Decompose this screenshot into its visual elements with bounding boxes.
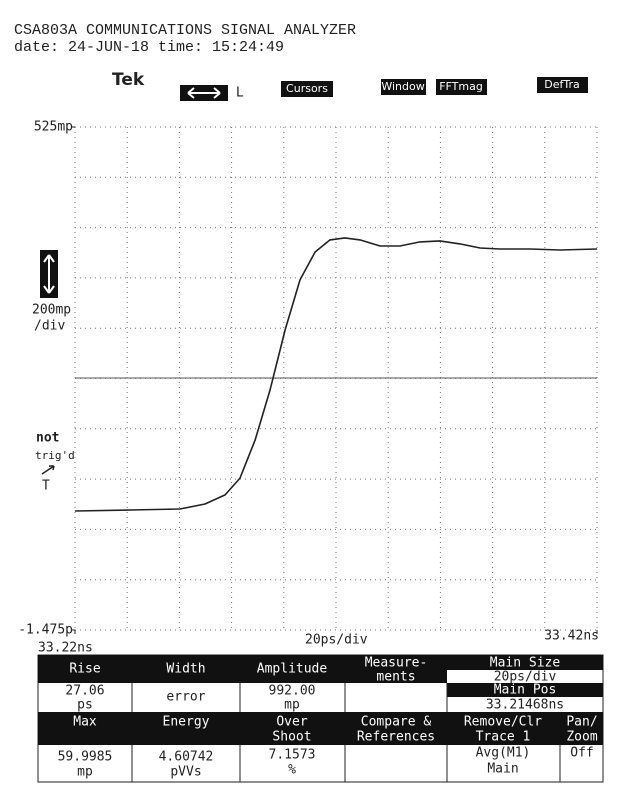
button[interactable] bbox=[537, 77, 588, 93]
cell: mp bbox=[284, 698, 300, 713]
cell: Pan/ bbox=[566, 715, 597, 730]
x-tick-label: 33.22ns bbox=[38, 641, 93, 656]
cursor-mode: L bbox=[236, 86, 244, 101]
cell: Measure- bbox=[365, 656, 428, 671]
cell: Zoom bbox=[566, 730, 597, 745]
cell-borders bbox=[131, 683, 561, 782]
cell: 20ps/div bbox=[494, 670, 557, 685]
cell: % bbox=[288, 763, 296, 778]
cell: 33.21468ns bbox=[486, 698, 564, 713]
cell: Width bbox=[166, 662, 205, 677]
y-tick-label: -1.475p bbox=[18, 623, 73, 638]
cell: Shoot bbox=[272, 730, 311, 745]
scale-label: 200mp bbox=[32, 303, 71, 318]
model-title: CSA803A COMMUNICATIONS SIGNAL ANALYZER bbox=[14, 22, 356, 39]
cell: 59.9985 bbox=[58, 750, 113, 765]
cell: Avg(M1) bbox=[476, 746, 531, 761]
measurement-table: Rise Width Amplitude Measure- ments Main… bbox=[37, 654, 604, 783]
cell: ps bbox=[77, 698, 93, 713]
cell: 4.60742 bbox=[159, 750, 214, 765]
cell: Energy bbox=[163, 715, 210, 730]
trigger-state: not bbox=[36, 431, 59, 446]
cell: 27.06 bbox=[65, 684, 104, 699]
trigger-arrow bbox=[41, 465, 55, 475]
trigger-word: trig'd bbox=[35, 449, 75, 462]
cell: 992.00 bbox=[269, 684, 316, 699]
cell: Max bbox=[73, 715, 97, 730]
date-line: date: 24-JUN-18 time: 15:24:49 bbox=[14, 39, 284, 56]
button[interactable] bbox=[281, 81, 333, 97]
button-label[interactable]: FFTmag bbox=[439, 80, 483, 93]
main-size-header bbox=[447, 655, 603, 670]
button-label[interactable]: Window bbox=[381, 80, 424, 93]
cell: Main Pos bbox=[494, 683, 557, 698]
cell: error bbox=[166, 690, 205, 705]
button[interactable] bbox=[436, 79, 487, 95]
cell: 7.1573 bbox=[269, 748, 316, 763]
cell: Main Size bbox=[490, 656, 561, 671]
cell: Off bbox=[570, 746, 593, 761]
waveform bbox=[74, 237, 598, 512]
trigger-marker: T bbox=[42, 479, 50, 494]
main-pos-header bbox=[447, 683, 603, 697]
cell: Rise bbox=[69, 662, 100, 677]
cell: Trace 1 bbox=[476, 730, 531, 745]
button[interactable] bbox=[381, 79, 426, 95]
cell: mp bbox=[77, 765, 93, 780]
cell: Compare & bbox=[361, 715, 432, 730]
header-row bbox=[38, 655, 447, 683]
cell: ments bbox=[376, 670, 415, 685]
updown-icon bbox=[43, 254, 55, 294]
cell: pVVs bbox=[170, 765, 201, 780]
cell: Remove/Clr bbox=[464, 715, 542, 730]
button-label[interactable]: DefTra bbox=[544, 78, 579, 91]
arrow-icon bbox=[187, 87, 221, 99]
y-tick-label: 525mp bbox=[34, 120, 73, 135]
x-scale-label: 20ps/div bbox=[305, 633, 368, 648]
cell: References bbox=[357, 730, 435, 745]
cell: Over bbox=[276, 715, 307, 730]
cell: Main bbox=[487, 762, 518, 777]
logo: Tek bbox=[112, 70, 145, 90]
header-row bbox=[38, 712, 603, 745]
button-label[interactable]: Cursors bbox=[286, 82, 328, 95]
scale-unit: /div bbox=[34, 319, 65, 334]
cell: Amplitude bbox=[257, 662, 328, 677]
x-tick-label: 33.42ns bbox=[544, 629, 599, 644]
